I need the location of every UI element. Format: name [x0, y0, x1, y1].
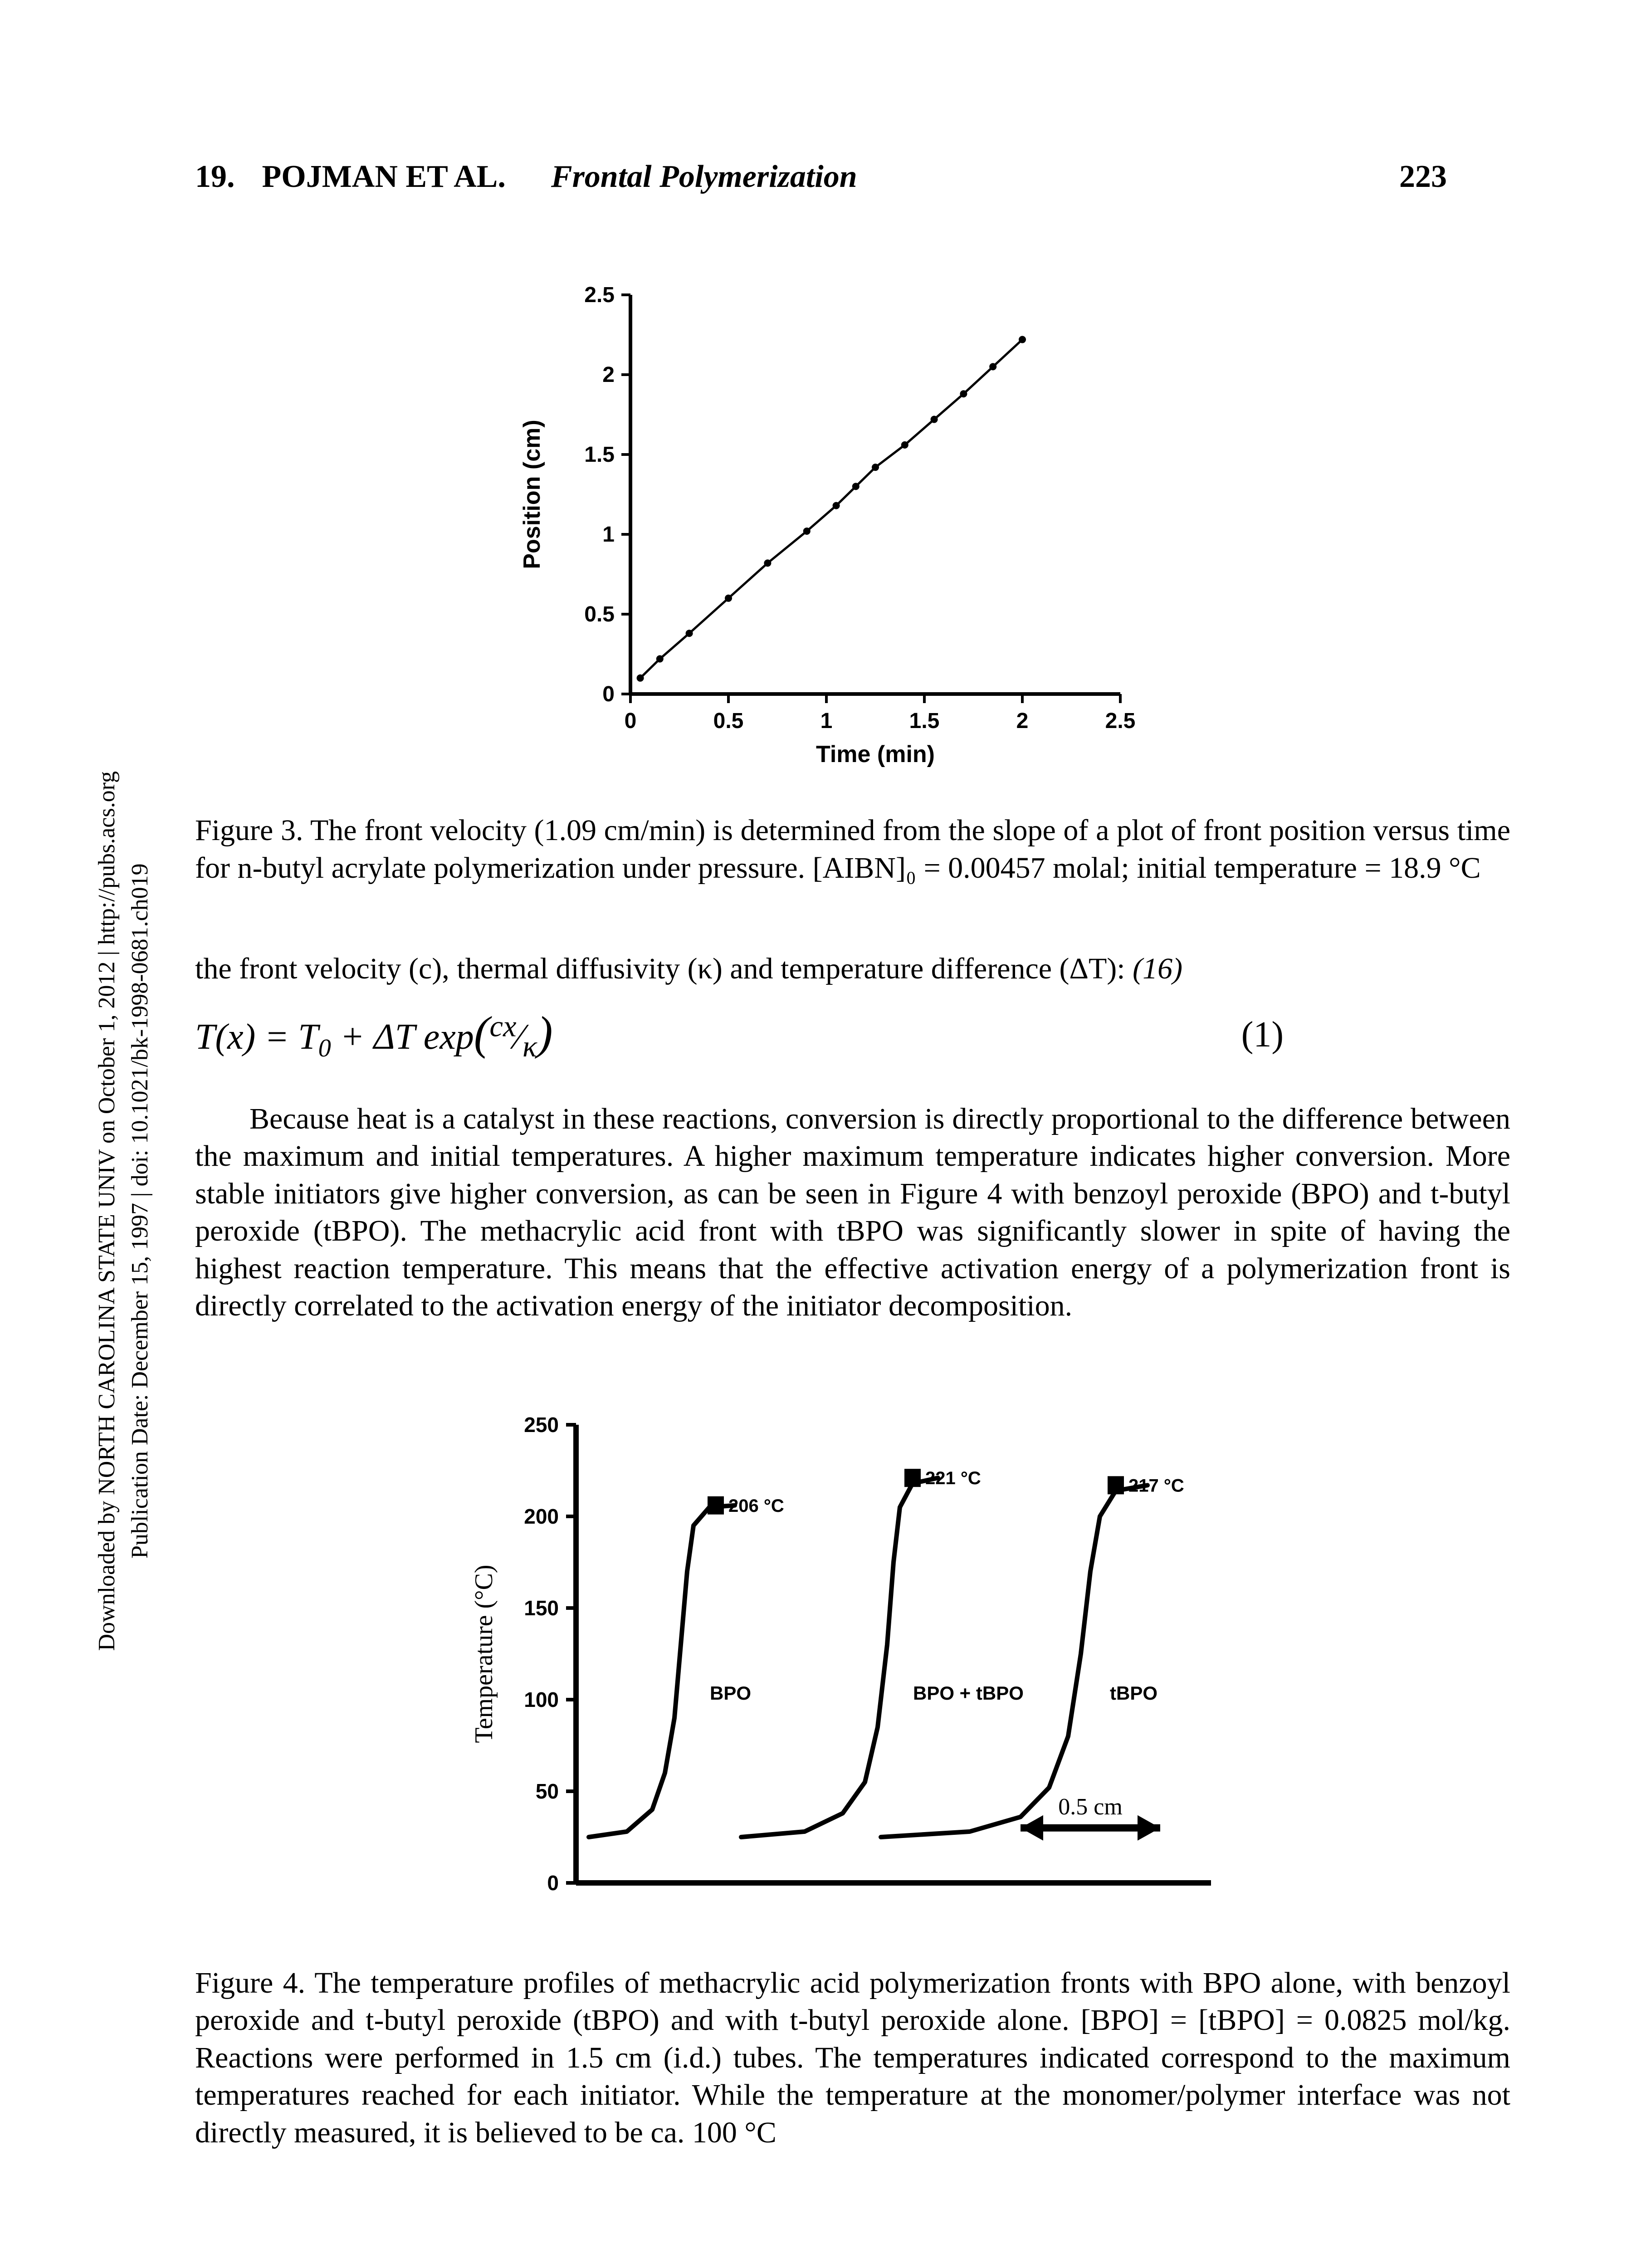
svg-text:0: 0 — [602, 682, 615, 706]
paragraph-1: the front velocity (c), thermal diffusiv… — [195, 952, 1182, 985]
svg-text:0: 0 — [625, 709, 637, 733]
sidebar-line-2: Publication Date: December 15, 1997 | do… — [127, 863, 153, 1559]
page-number: 223 — [1399, 159, 1447, 195]
svg-text:221 °C: 221 °C — [925, 1468, 981, 1488]
svg-text:BPO: BPO — [710, 1682, 751, 1704]
svg-text:217 °C: 217 °C — [1128, 1476, 1184, 1496]
equation-number: (1) — [1241, 1014, 1284, 1056]
svg-text:0.5 cm: 0.5 cm — [1058, 1794, 1123, 1819]
svg-text:0.5: 0.5 — [584, 602, 615, 626]
svg-text:BPO + tBPO: BPO + tBPO — [913, 1682, 1024, 1704]
svg-text:1: 1 — [602, 523, 615, 547]
figure-3-caption: Figure 3. The front velocity (1.09 cm/mi… — [195, 812, 1510, 887]
figure-4-caption: Figure 4. The temperature profiles of me… — [195, 1965, 1510, 2152]
svg-text:2.5: 2.5 — [1105, 709, 1136, 733]
svg-text:206 °C: 206 °C — [728, 1496, 784, 1515]
paragraph-2: Because heat is a catalyst in these reac… — [195, 1100, 1510, 1325]
svg-text:1.5: 1.5 — [584, 443, 615, 467]
svg-text:2: 2 — [1016, 709, 1029, 733]
svg-text:Temperature (°C): Temperature (°C) — [470, 1564, 498, 1743]
svg-text:0: 0 — [547, 1871, 559, 1895]
sidebar-line-1: Downloaded by NORTH CAROLINA STATE UNIV … — [94, 771, 120, 1651]
header-title: Frontal Polymerization — [551, 159, 857, 195]
download-sidebar: Downloaded by NORTH CAROLINA STATE UNIV … — [91, 771, 157, 1651]
svg-text:2.5: 2.5 — [584, 283, 615, 307]
equation-1: T(x) = T0 + ΔT exp(cx⁄κ) (1) — [195, 1006, 1510, 1064]
svg-text:150: 150 — [524, 1596, 559, 1620]
svg-text:1.5: 1.5 — [909, 709, 940, 733]
svg-text:1: 1 — [820, 709, 833, 733]
header-authors: POJMAN ET AL. — [262, 159, 506, 195]
svg-text:Position (cm): Position (cm) — [519, 420, 545, 569]
equation-body: T(x) = T0 + ΔT exp(cx⁄κ) — [195, 1006, 553, 1064]
svg-text:0.5: 0.5 — [713, 709, 744, 733]
svg-text:tBPO: tBPO — [1110, 1682, 1157, 1704]
svg-text:50: 50 — [536, 1779, 559, 1803]
running-header: 19. POJMAN ET AL. Frontal Polymerization… — [195, 159, 1510, 195]
figure-4-chart: 0 50 100 150 200 250 Temperature (°C) BPO 206 °C… — [467, 1407, 1510, 1928]
svg-text:100: 100 — [524, 1688, 559, 1711]
chapter-number: 19. — [195, 159, 235, 195]
svg-text:250: 250 — [524, 1413, 559, 1437]
svg-text:2: 2 — [602, 363, 615, 387]
svg-text:Time (min): Time (min) — [816, 741, 935, 767]
svg-text:200: 200 — [524, 1505, 559, 1528]
figure-3-chart: 0 0.5 1 1.5 2 2.5 0 0.5 1 1.5 2 2.5 Time (min) Positi… — [513, 277, 1510, 776]
